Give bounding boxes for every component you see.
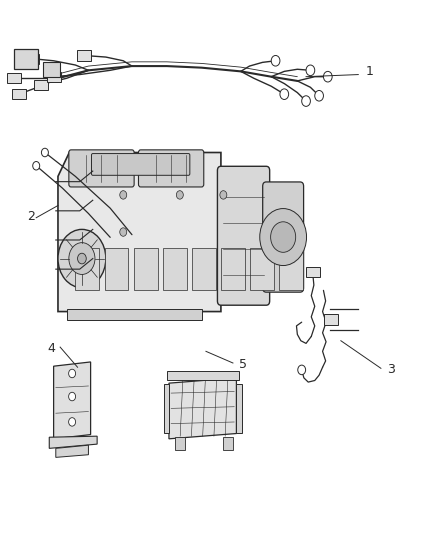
Circle shape: [306, 65, 315, 76]
Polygon shape: [53, 362, 91, 439]
Bar: [221, 248, 245, 290]
Circle shape: [69, 369, 76, 378]
Text: 4: 4: [47, 342, 55, 355]
Bar: [14, 49, 39, 69]
Circle shape: [323, 71, 332, 82]
FancyBboxPatch shape: [217, 166, 270, 305]
Circle shape: [120, 228, 127, 236]
Bar: [25, 53, 39, 64]
Bar: [12, 89, 26, 99]
Bar: [306, 266, 320, 277]
Circle shape: [271, 55, 280, 66]
Bar: [167, 371, 239, 381]
Circle shape: [177, 191, 184, 199]
Bar: [176, 437, 185, 450]
Text: 1: 1: [365, 65, 373, 78]
Circle shape: [260, 208, 307, 265]
Circle shape: [58, 229, 106, 288]
FancyBboxPatch shape: [69, 150, 134, 187]
FancyBboxPatch shape: [92, 154, 190, 175]
Bar: [163, 248, 187, 290]
Circle shape: [315, 91, 323, 101]
Bar: [192, 248, 216, 290]
Bar: [105, 248, 128, 290]
Circle shape: [69, 392, 76, 401]
Circle shape: [271, 222, 296, 252]
Bar: [279, 248, 304, 290]
Circle shape: [33, 161, 40, 170]
Bar: [75, 248, 99, 290]
Circle shape: [42, 148, 48, 157]
FancyBboxPatch shape: [263, 182, 304, 292]
Polygon shape: [58, 152, 221, 312]
Circle shape: [78, 253, 86, 264]
Bar: [251, 248, 274, 290]
Bar: [77, 51, 91, 61]
Bar: [47, 71, 60, 82]
Polygon shape: [49, 436, 97, 448]
Polygon shape: [56, 445, 88, 457]
Circle shape: [69, 243, 95, 274]
Bar: [134, 248, 158, 290]
Bar: [34, 79, 47, 90]
Bar: [67, 309, 202, 319]
Bar: [223, 437, 233, 450]
Bar: [237, 384, 242, 433]
Circle shape: [220, 191, 227, 199]
Circle shape: [120, 191, 127, 199]
Polygon shape: [169, 378, 237, 439]
Text: 2: 2: [27, 209, 35, 223]
Circle shape: [69, 418, 76, 426]
Circle shape: [298, 365, 306, 375]
FancyBboxPatch shape: [138, 150, 204, 187]
Text: 5: 5: [239, 358, 247, 371]
Circle shape: [280, 89, 289, 100]
Circle shape: [302, 96, 311, 107]
Bar: [7, 73, 21, 83]
Bar: [164, 384, 169, 433]
Bar: [43, 62, 60, 77]
Text: 3: 3: [387, 364, 395, 376]
Bar: [324, 314, 338, 325]
